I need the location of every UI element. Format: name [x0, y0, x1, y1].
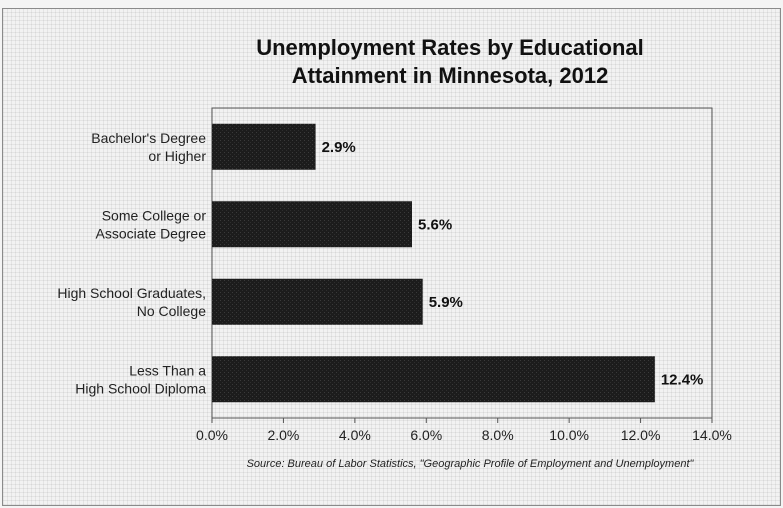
chart-source: Source: Bureau of Labor Statistics, "Geo… [246, 458, 694, 470]
x-tick-label: 4.0% [339, 427, 371, 443]
x-tick-label: 12.0% [621, 427, 661, 443]
bar [212, 201, 412, 248]
category-label: Bachelor's Degree or Higher [91, 130, 206, 164]
x-tick-label: 6.0% [410, 427, 442, 443]
value-label: 2.9% [322, 139, 356, 156]
bar [212, 278, 423, 325]
value-label: 5.9% [429, 294, 463, 311]
x-tick-label: 2.0% [267, 427, 299, 443]
value-label: 5.6% [418, 216, 452, 233]
category-label: Some College or Associate Degree [95, 207, 206, 241]
chart-title: Unemployment Rates by Educational Attain… [256, 35, 644, 88]
x-tick-label: 14.0% [692, 427, 732, 443]
category-label: Less Than a High School Diploma [75, 362, 206, 396]
x-tick-label: 0.0% [196, 427, 228, 443]
bar [212, 356, 655, 403]
chart-frame [2, 8, 781, 506]
x-tick-label: 10.0% [549, 427, 589, 443]
category-label: High School Graduates, No College [57, 285, 206, 319]
plot-border [211, 107, 713, 419]
value-label: 12.4% [661, 371, 704, 388]
bar [212, 123, 316, 170]
x-tick-label: 8.0% [482, 427, 514, 443]
